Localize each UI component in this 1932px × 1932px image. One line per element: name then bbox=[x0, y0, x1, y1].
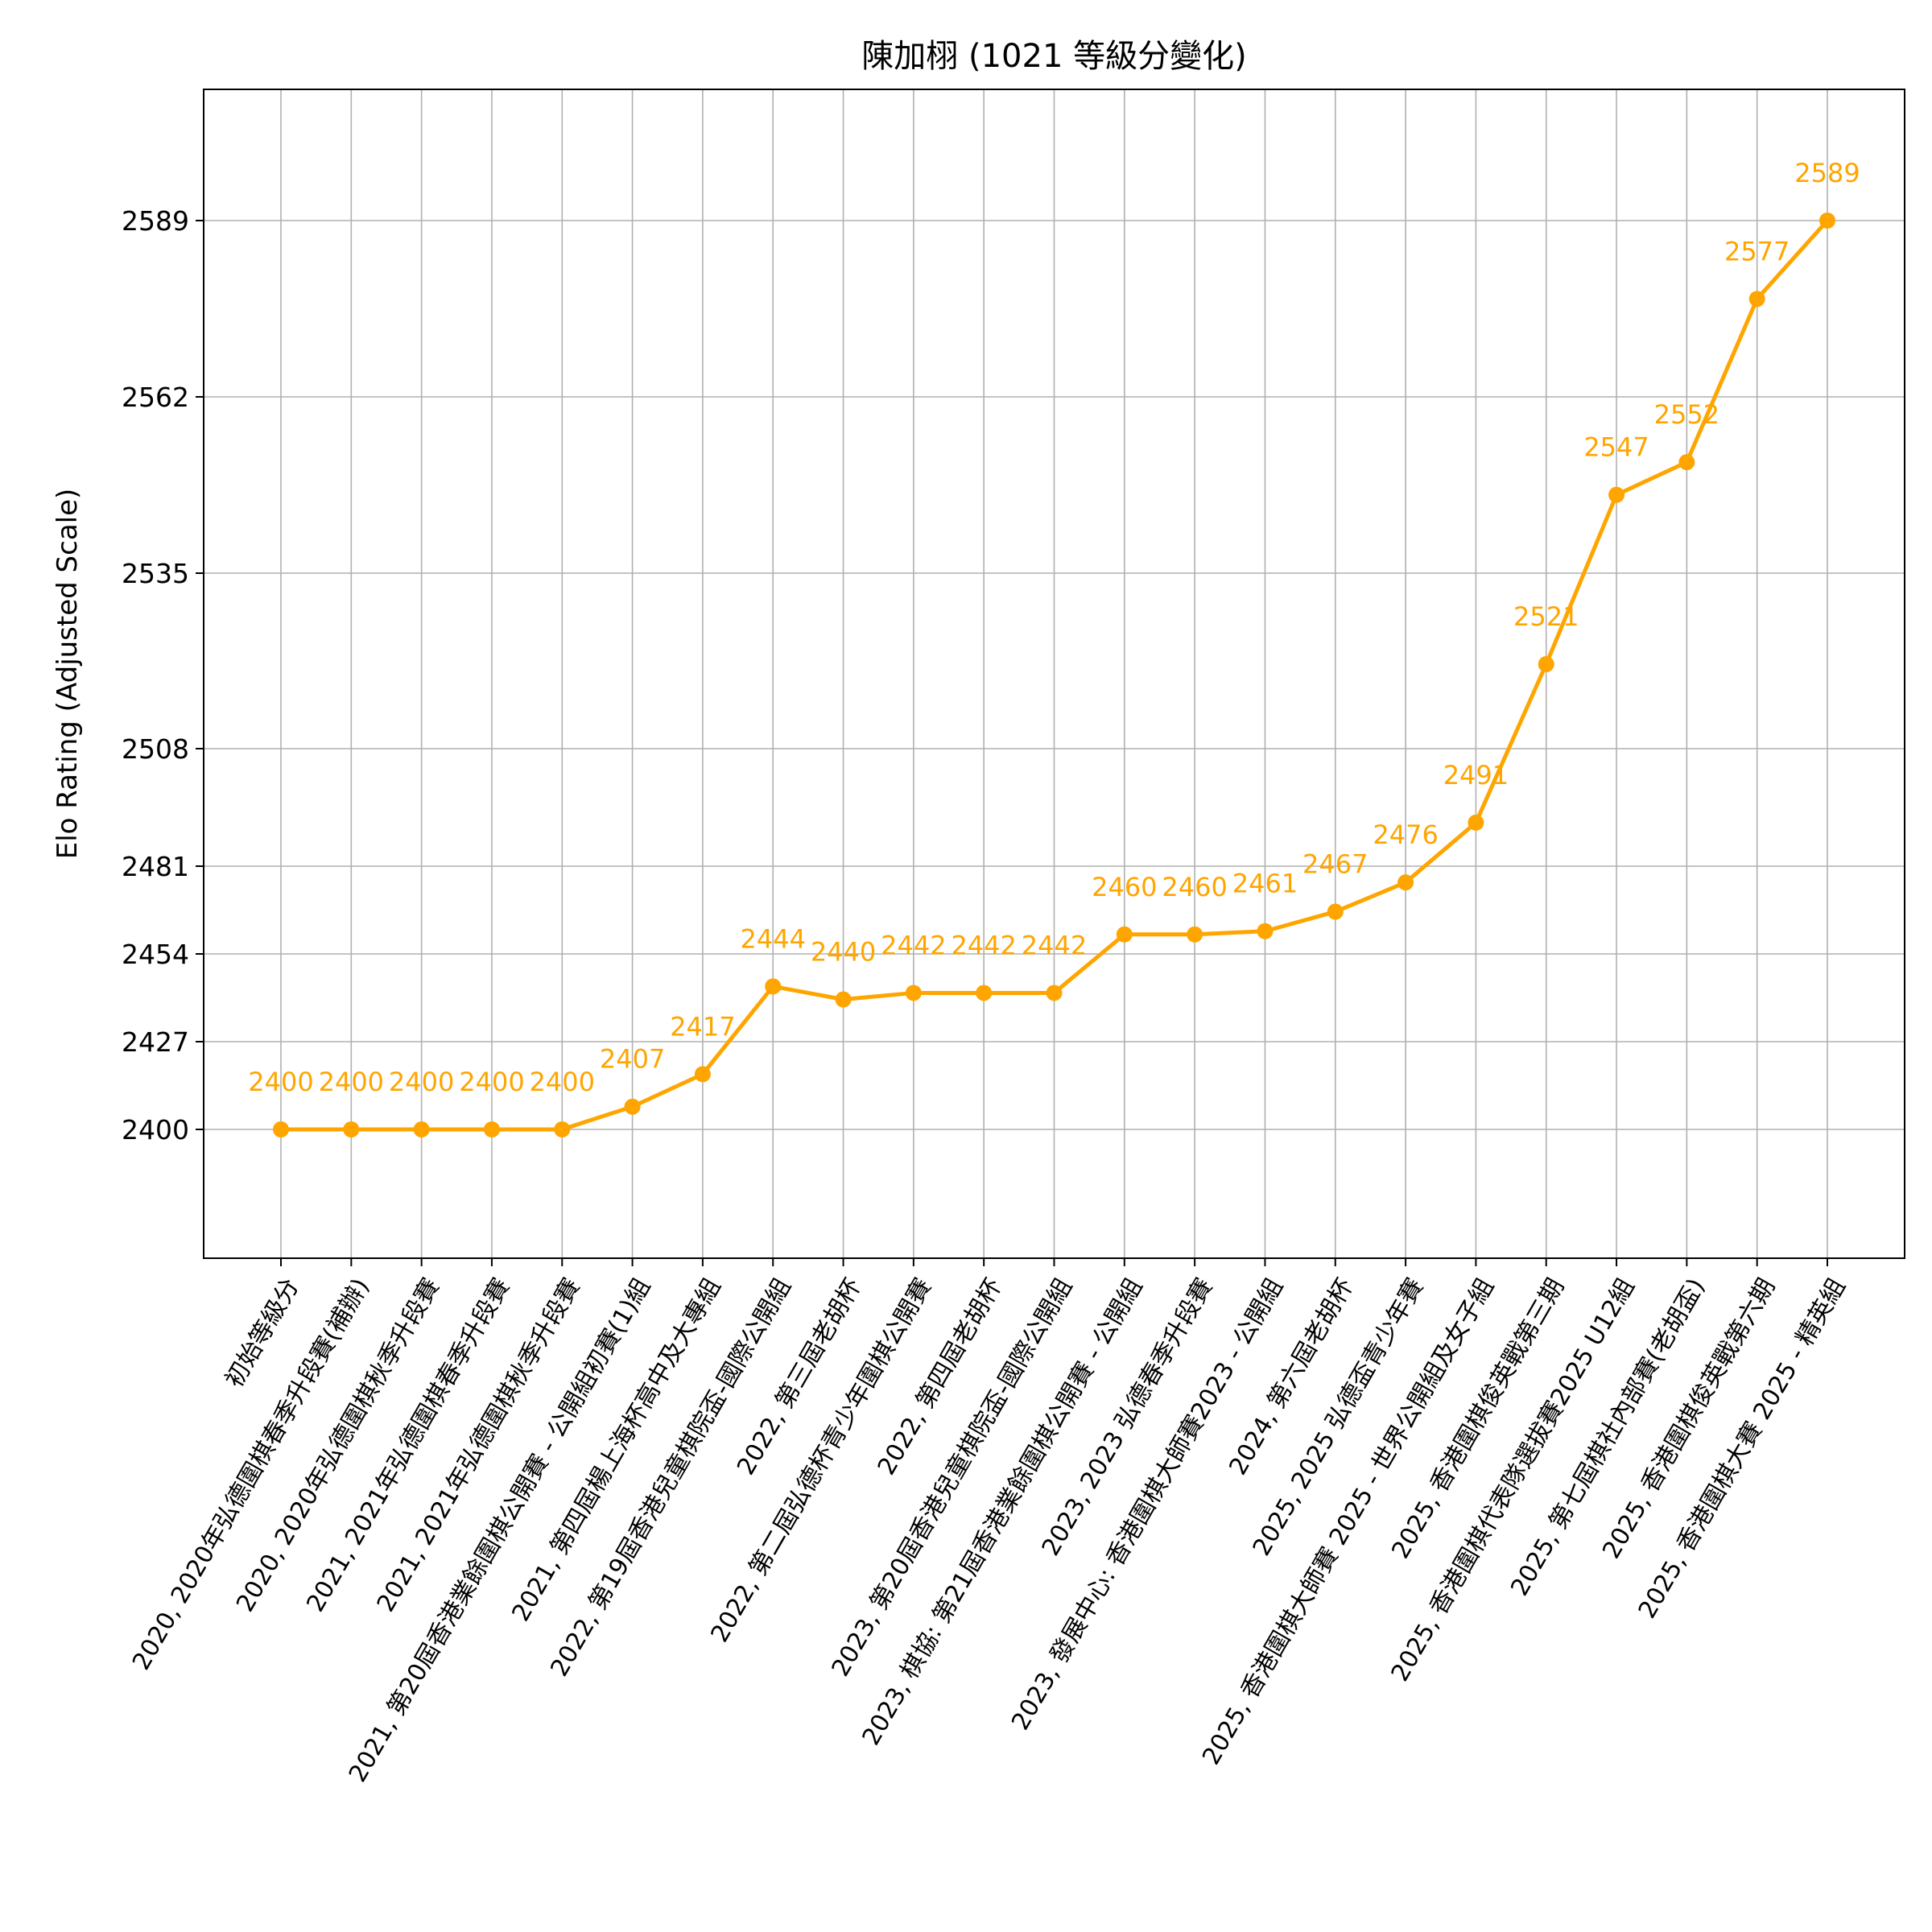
data-point bbox=[765, 978, 782, 995]
data-point bbox=[1327, 903, 1344, 920]
series-elo-rating bbox=[273, 213, 1835, 1137]
data-label: 2417 bbox=[670, 1011, 735, 1042]
data-point bbox=[1116, 926, 1133, 943]
data-point bbox=[1819, 213, 1835, 229]
chart-title: 陳加栩 (1021 等級分變化) bbox=[861, 38, 1246, 75]
data-label: 2444 bbox=[741, 923, 806, 954]
data-point bbox=[1187, 926, 1203, 943]
data-label: 2460 bbox=[1162, 872, 1227, 902]
data-label: 2442 bbox=[881, 930, 946, 960]
data-point bbox=[1257, 923, 1274, 939]
data-point bbox=[835, 991, 852, 1008]
x-tick-label: 2022, 第三屆老胡杯 bbox=[732, 1274, 867, 1480]
data-point bbox=[413, 1121, 430, 1137]
y-tick-label: 2427 bbox=[122, 1026, 189, 1058]
data-point bbox=[624, 1098, 641, 1115]
data-label: 2460 bbox=[1092, 872, 1157, 902]
data-point bbox=[1397, 874, 1414, 891]
data-label: 2476 bbox=[1373, 819, 1438, 850]
data-point bbox=[905, 985, 922, 1001]
y-axis-ticks: 2400 2427 2454 2481 2508 2535 2562 2589 bbox=[122, 205, 204, 1146]
data-label: 2442 bbox=[1022, 930, 1087, 960]
data-label: 2407 bbox=[600, 1044, 665, 1075]
data-label: 2467 bbox=[1302, 849, 1368, 880]
data-label: 2491 bbox=[1443, 760, 1509, 791]
data-point bbox=[976, 985, 993, 1001]
data-point bbox=[554, 1121, 571, 1137]
data-label: 2577 bbox=[1724, 236, 1790, 266]
y-axis-label: Elo Rating (Adjusted Scale) bbox=[52, 489, 84, 860]
data-label: 2400 bbox=[459, 1067, 524, 1097]
y-tick-label: 2508 bbox=[122, 733, 189, 765]
y-tick-label: 2535 bbox=[122, 558, 189, 589]
data-label: 2400 bbox=[389, 1067, 454, 1097]
data-label: 2547 bbox=[1583, 432, 1649, 463]
data-label: 2589 bbox=[1794, 158, 1860, 188]
data-label: 2440 bbox=[811, 937, 876, 968]
x-tick-label: 2022, 第四屆老胡杯 bbox=[873, 1274, 1008, 1480]
data-point bbox=[273, 1121, 289, 1137]
data-point bbox=[1608, 486, 1625, 503]
data-point bbox=[343, 1121, 360, 1137]
y-tick-label: 2481 bbox=[122, 851, 189, 882]
data-point bbox=[483, 1121, 500, 1137]
data-label: 2400 bbox=[319, 1067, 384, 1097]
x-tick-label: 2023, 發展中心: 香港圍棋大師賽2023 - 公開組 bbox=[1006, 1274, 1289, 1735]
data-label: 2521 bbox=[1513, 601, 1579, 632]
data-point bbox=[1046, 985, 1063, 1001]
y-tick-label: 2454 bbox=[122, 939, 189, 970]
y-tick-label: 2400 bbox=[122, 1114, 189, 1146]
data-label: 2461 bbox=[1232, 869, 1298, 899]
y-tick-label: 2562 bbox=[122, 382, 189, 413]
grid-lines bbox=[204, 89, 1905, 1258]
data-point bbox=[1678, 454, 1695, 471]
x-tick-label: 2024, 第六屆老胡杯 bbox=[1224, 1274, 1359, 1480]
data-label: 2400 bbox=[248, 1067, 313, 1097]
y-tick-label: 2589 bbox=[122, 205, 189, 237]
data-point bbox=[1538, 656, 1554, 673]
data-label: 2442 bbox=[951, 930, 1016, 960]
data-point bbox=[694, 1066, 711, 1083]
data-label: 2552 bbox=[1654, 399, 1719, 430]
data-point bbox=[1748, 291, 1765, 308]
data-label: 2400 bbox=[530, 1067, 595, 1097]
data-point bbox=[1468, 814, 1484, 831]
